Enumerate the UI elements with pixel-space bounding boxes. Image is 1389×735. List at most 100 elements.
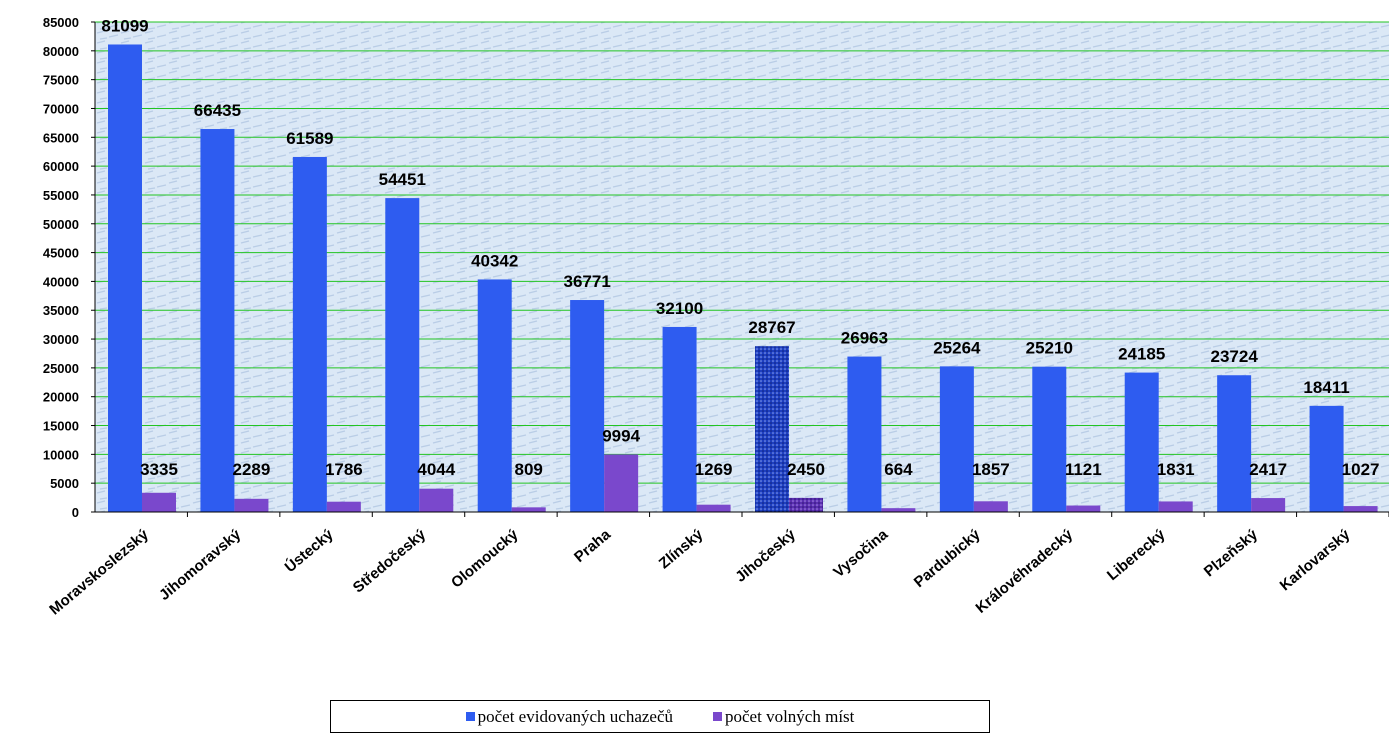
bar-series-1 <box>755 346 789 512</box>
bar-series-2 <box>326 501 361 512</box>
data-label-series-2: 1831 <box>1157 460 1195 479</box>
x-tick-label: Plzeňský <box>1201 526 1262 581</box>
data-label-series-2: 1027 <box>1342 460 1380 479</box>
data-label-series-2: 2417 <box>1249 460 1287 479</box>
y-tick-label: 80000 <box>43 44 79 59</box>
bar-series-1 <box>292 156 327 513</box>
y-tick-label: 45000 <box>43 246 79 261</box>
bar-series-2 <box>1343 506 1378 512</box>
data-label-series-2: 2450 <box>787 460 825 479</box>
y-tick-label: 15000 <box>43 419 79 434</box>
x-tick-label: Vysočina <box>830 526 891 581</box>
y-tick-label: 5000 <box>50 476 79 491</box>
bar-series-2 <box>789 497 823 512</box>
x-tick-label: Ústecký <box>281 525 337 576</box>
x-tick-label: Zlínský <box>656 526 707 573</box>
bar-series-2 <box>973 501 1008 512</box>
x-tick-label: Moravskoslezský <box>46 526 152 619</box>
data-label-series-1: 23724 <box>1211 347 1259 366</box>
data-label-series-2: 3335 <box>140 460 178 479</box>
bar-series-1 <box>1124 372 1159 512</box>
data-label-series-2: 9994 <box>602 426 640 445</box>
bar-series-1 <box>477 279 512 512</box>
x-tick-label: Liberecký <box>1104 526 1169 584</box>
data-label-series-1: 66435 <box>194 101 241 120</box>
bar-series-2 <box>234 498 269 512</box>
y-tick-label: 0 <box>72 505 79 520</box>
legend-swatch-blue <box>465 712 475 721</box>
bar-series-2 <box>1251 498 1286 512</box>
data-label-series-1: 61589 <box>286 129 333 148</box>
data-label-series-1: 36771 <box>564 272 611 291</box>
bar-series-1 <box>662 326 697 512</box>
x-tick-label: Praha <box>571 526 614 566</box>
bar-series-1 <box>1217 375 1252 512</box>
y-tick-label: 35000 <box>43 303 79 318</box>
data-label-series-2: 2289 <box>233 460 271 479</box>
legend-swatch-purple <box>713 712 723 721</box>
data-label-series-1: 28767 <box>748 318 795 337</box>
y-tick-label: 40000 <box>43 274 79 289</box>
x-tick-label: Karlovarský <box>1277 526 1354 595</box>
bar-series-2 <box>419 488 454 512</box>
x-axis-ticks: Moravskoslezský Jihomoravský Ústecký Středo… <box>46 512 1389 618</box>
y-tick-label: 70000 <box>43 101 79 116</box>
data-label-series-1: 18411 <box>1303 378 1349 397</box>
y-tick-label: 25000 <box>43 361 79 376</box>
data-label-series-1: 25210 <box>1026 339 1073 358</box>
bar-series-1 <box>385 198 420 512</box>
x-tick-label: Pardubický <box>911 526 984 591</box>
bar-series-1 <box>570 300 605 512</box>
data-label-series-1: 25264 <box>933 338 981 357</box>
legend: počet evidovaných uchazečů počet volných… <box>330 700 990 733</box>
bar-series-1 <box>847 356 882 512</box>
data-label-series-1: 32100 <box>656 299 703 318</box>
data-label-series-2: 1269 <box>695 460 733 479</box>
bar-series-1 <box>939 366 974 512</box>
data-label-series-2: 664 <box>884 460 913 479</box>
data-label-series-1: 81099 <box>101 16 148 35</box>
bar-series-2 <box>604 454 639 512</box>
data-label-series-1: 54451 <box>379 170 426 189</box>
bar-series-2 <box>511 507 546 512</box>
bar-series-1 <box>1309 405 1344 512</box>
bar-series-1 <box>1032 366 1067 512</box>
data-label-series-1: 26963 <box>841 329 888 348</box>
data-label-series-1: 24185 <box>1118 345 1165 364</box>
data-label-series-2: 809 <box>515 460 543 479</box>
bar-series-1 <box>108 44 142 512</box>
y-tick-label: 75000 <box>43 73 79 88</box>
y-tick-label: 55000 <box>43 188 79 203</box>
bar-series-2 <box>881 508 916 512</box>
data-label-series-2: 1121 <box>1065 460 1102 479</box>
bars <box>108 44 1378 513</box>
x-tick-label: Středočeský <box>350 526 430 597</box>
y-axis-ticks: 0 5000 10000 15000 20000 25000 30000 35000 40000… <box>43 15 95 520</box>
data-label-series-1: 40342 <box>471 251 518 270</box>
x-tick-label: Olomoucký <box>448 526 522 592</box>
y-tick-label: 60000 <box>43 159 79 174</box>
bar-series-2 <box>696 504 731 512</box>
legend-item-series-1: počet evidovaných uchazečů <box>465 706 674 727</box>
legend-label-series-1: počet evidovaných uchazečů <box>477 706 674 726</box>
x-tick-label: Jihočeský <box>732 526 799 586</box>
y-tick-label: 20000 <box>43 390 79 405</box>
bar-series-2 <box>1066 505 1101 512</box>
legend-label-series-2: počet volných míst <box>725 706 855 726</box>
data-label-series-2: 4044 <box>417 460 455 479</box>
y-tick-label: 65000 <box>43 130 79 145</box>
bar-chart: 0 5000 10000 15000 20000 25000 30000 35000 40000… <box>43 15 1389 618</box>
data-label-series-2: 1786 <box>325 460 363 479</box>
x-tick-label: Jihomoravský <box>156 526 245 604</box>
y-tick-label: 10000 <box>43 447 79 462</box>
plot-area <box>95 22 1389 512</box>
y-tick-label: 50000 <box>43 217 79 232</box>
bar-series-2 <box>142 492 176 512</box>
bar-series-2 <box>1158 501 1193 512</box>
legend-item-series-2: počet volných míst <box>713 707 854 727</box>
data-label-series-2: 1857 <box>972 460 1010 479</box>
bar-series-1 <box>200 129 235 512</box>
y-tick-label: 30000 <box>43 332 79 347</box>
x-tick-label: Královéhradecký <box>973 526 1077 617</box>
data-labels: 81099 3335 66435 2289 61589 1786 54451 4044 4034… <box>101 16 1379 479</box>
